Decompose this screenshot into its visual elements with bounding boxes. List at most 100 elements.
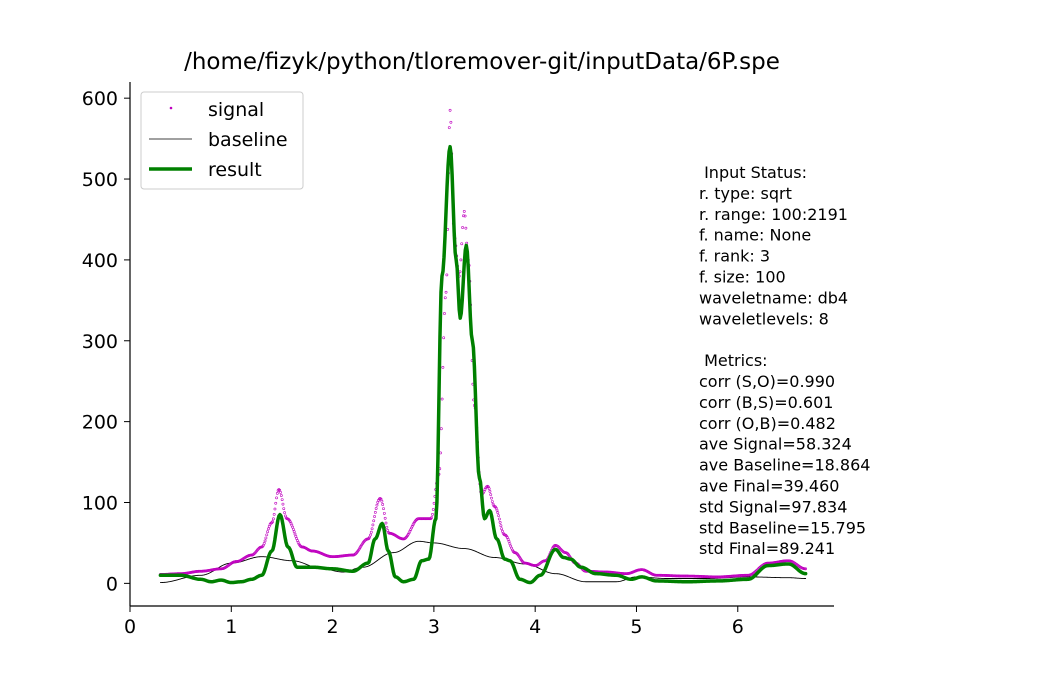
signal-point	[372, 519, 376, 523]
signal-point	[291, 527, 295, 531]
signal-point	[381, 503, 385, 506]
x-tick-label: 2	[327, 616, 339, 638]
signal-point	[369, 530, 373, 534]
signal-point	[490, 500, 494, 503]
y-tick-label: 400	[82, 250, 118, 272]
status-input-header: Input Status:	[699, 163, 807, 182]
status-input-line: f. name: None	[699, 226, 811, 245]
signal-point	[280, 498, 284, 502]
y-tick-label: 300	[82, 331, 118, 353]
status-metrics-line: std Final=89.241	[699, 539, 835, 558]
signal-point	[262, 542, 266, 545]
x-ticks: 0 1 2 3 4 5 6	[124, 606, 744, 638]
signal-point	[500, 527, 504, 531]
signal-point	[263, 539, 267, 543]
signal-point	[275, 492, 279, 495]
status-panel: Input Status: r. type: sqrt r. range: 100:…	[699, 163, 870, 558]
y-tick-label: 600	[82, 88, 118, 110]
signal-point	[497, 517, 501, 521]
signal-point	[385, 525, 389, 529]
signal-point	[488, 489, 492, 493]
status-input-line: f. size: 100	[699, 268, 786, 287]
signal-point	[282, 507, 286, 511]
signal-point	[431, 513, 434, 516]
signal-point	[279, 494, 283, 497]
signal-point	[507, 540, 511, 543]
signal-point	[431, 508, 435, 511]
signal-point	[430, 516, 434, 519]
signal-point	[487, 487, 491, 491]
status-metrics-line: ave Signal=58.324	[699, 435, 852, 454]
signal-point	[444, 290, 448, 294]
signal-point	[264, 536, 268, 540]
signal-point	[272, 513, 276, 516]
signal-point	[804, 567, 808, 571]
signal-point	[275, 496, 278, 500]
signal-point	[369, 533, 372, 537]
signal-point	[273, 507, 277, 511]
signal-point	[445, 273, 449, 277]
signal-point	[279, 490, 282, 494]
status-input-line: waveletlevels: 8	[699, 309, 829, 328]
legend-result-label: result	[208, 159, 262, 181]
chart-title: /home/fizyk/python/tloremover-git/inputD…	[184, 49, 780, 75]
signal-point	[443, 296, 447, 300]
signal-point	[370, 527, 374, 531]
signal-point	[382, 511, 386, 515]
status-input-line: f. rank: 3	[699, 247, 770, 266]
x-tick-label: 5	[630, 616, 642, 638]
status-input-line: r. type: sqrt	[699, 184, 792, 203]
status-input-line: waveletname: db4	[699, 288, 848, 307]
signal-point	[441, 366, 445, 369]
y-tick-label: 100	[82, 492, 118, 514]
signal-point	[443, 312, 446, 315]
x-tick-label: 1	[225, 616, 237, 638]
signal-point	[499, 524, 503, 528]
signal-point	[293, 532, 297, 536]
signal-point	[371, 523, 375, 527]
signal-point	[267, 527, 270, 531]
signal-point	[375, 503, 379, 507]
x-tick-label: 0	[124, 616, 136, 638]
signal-point	[292, 530, 296, 534]
signal-point	[462, 214, 465, 218]
signal-point	[380, 499, 384, 503]
signal-point	[449, 120, 453, 124]
status-metrics-line: corr (O,B)=0.482	[699, 414, 836, 433]
signal-point	[266, 530, 269, 534]
signal-point	[281, 502, 285, 506]
signal-point	[383, 516, 387, 520]
signal-point	[460, 242, 464, 246]
legend-box	[140, 91, 304, 190]
signal-point	[462, 209, 466, 213]
status-input-line: r. range: 100:2191	[699, 205, 848, 224]
signal-point	[440, 397, 444, 401]
signal-point	[463, 214, 467, 218]
status-metrics-line: corr (S,O)=0.990	[699, 372, 835, 391]
signal-point	[461, 226, 464, 229]
signal-point	[442, 336, 446, 340]
signal-point	[271, 517, 275, 521]
x-tick-label: 3	[428, 616, 440, 638]
x-tick-label: 4	[529, 616, 541, 638]
signal-point	[265, 533, 269, 537]
signal-point	[384, 521, 388, 525]
status-metrics-header: Metrics:	[699, 351, 768, 370]
signal-point	[373, 515, 376, 518]
legend: signal baseline result	[140, 91, 304, 190]
signal-point	[490, 496, 493, 500]
signal-point	[459, 258, 463, 262]
status-metrics-line: std Baseline=15.795	[699, 518, 866, 537]
x-tick-label: 6	[732, 616, 744, 638]
result-series-line	[158, 144, 808, 585]
signal-point	[271, 520, 275, 524]
y-ticks: 0 100 200 300 400 500 600	[82, 88, 130, 595]
y-tick-label: 0	[106, 573, 118, 595]
legend-signal-marker	[169, 106, 173, 110]
status-metrics-line: corr (B,S)=0.601	[699, 393, 833, 412]
signal-point	[274, 501, 278, 505]
signal-point	[497, 514, 500, 518]
status-metrics-line: ave Final=39.460	[699, 477, 839, 496]
signal-point	[382, 507, 385, 511]
